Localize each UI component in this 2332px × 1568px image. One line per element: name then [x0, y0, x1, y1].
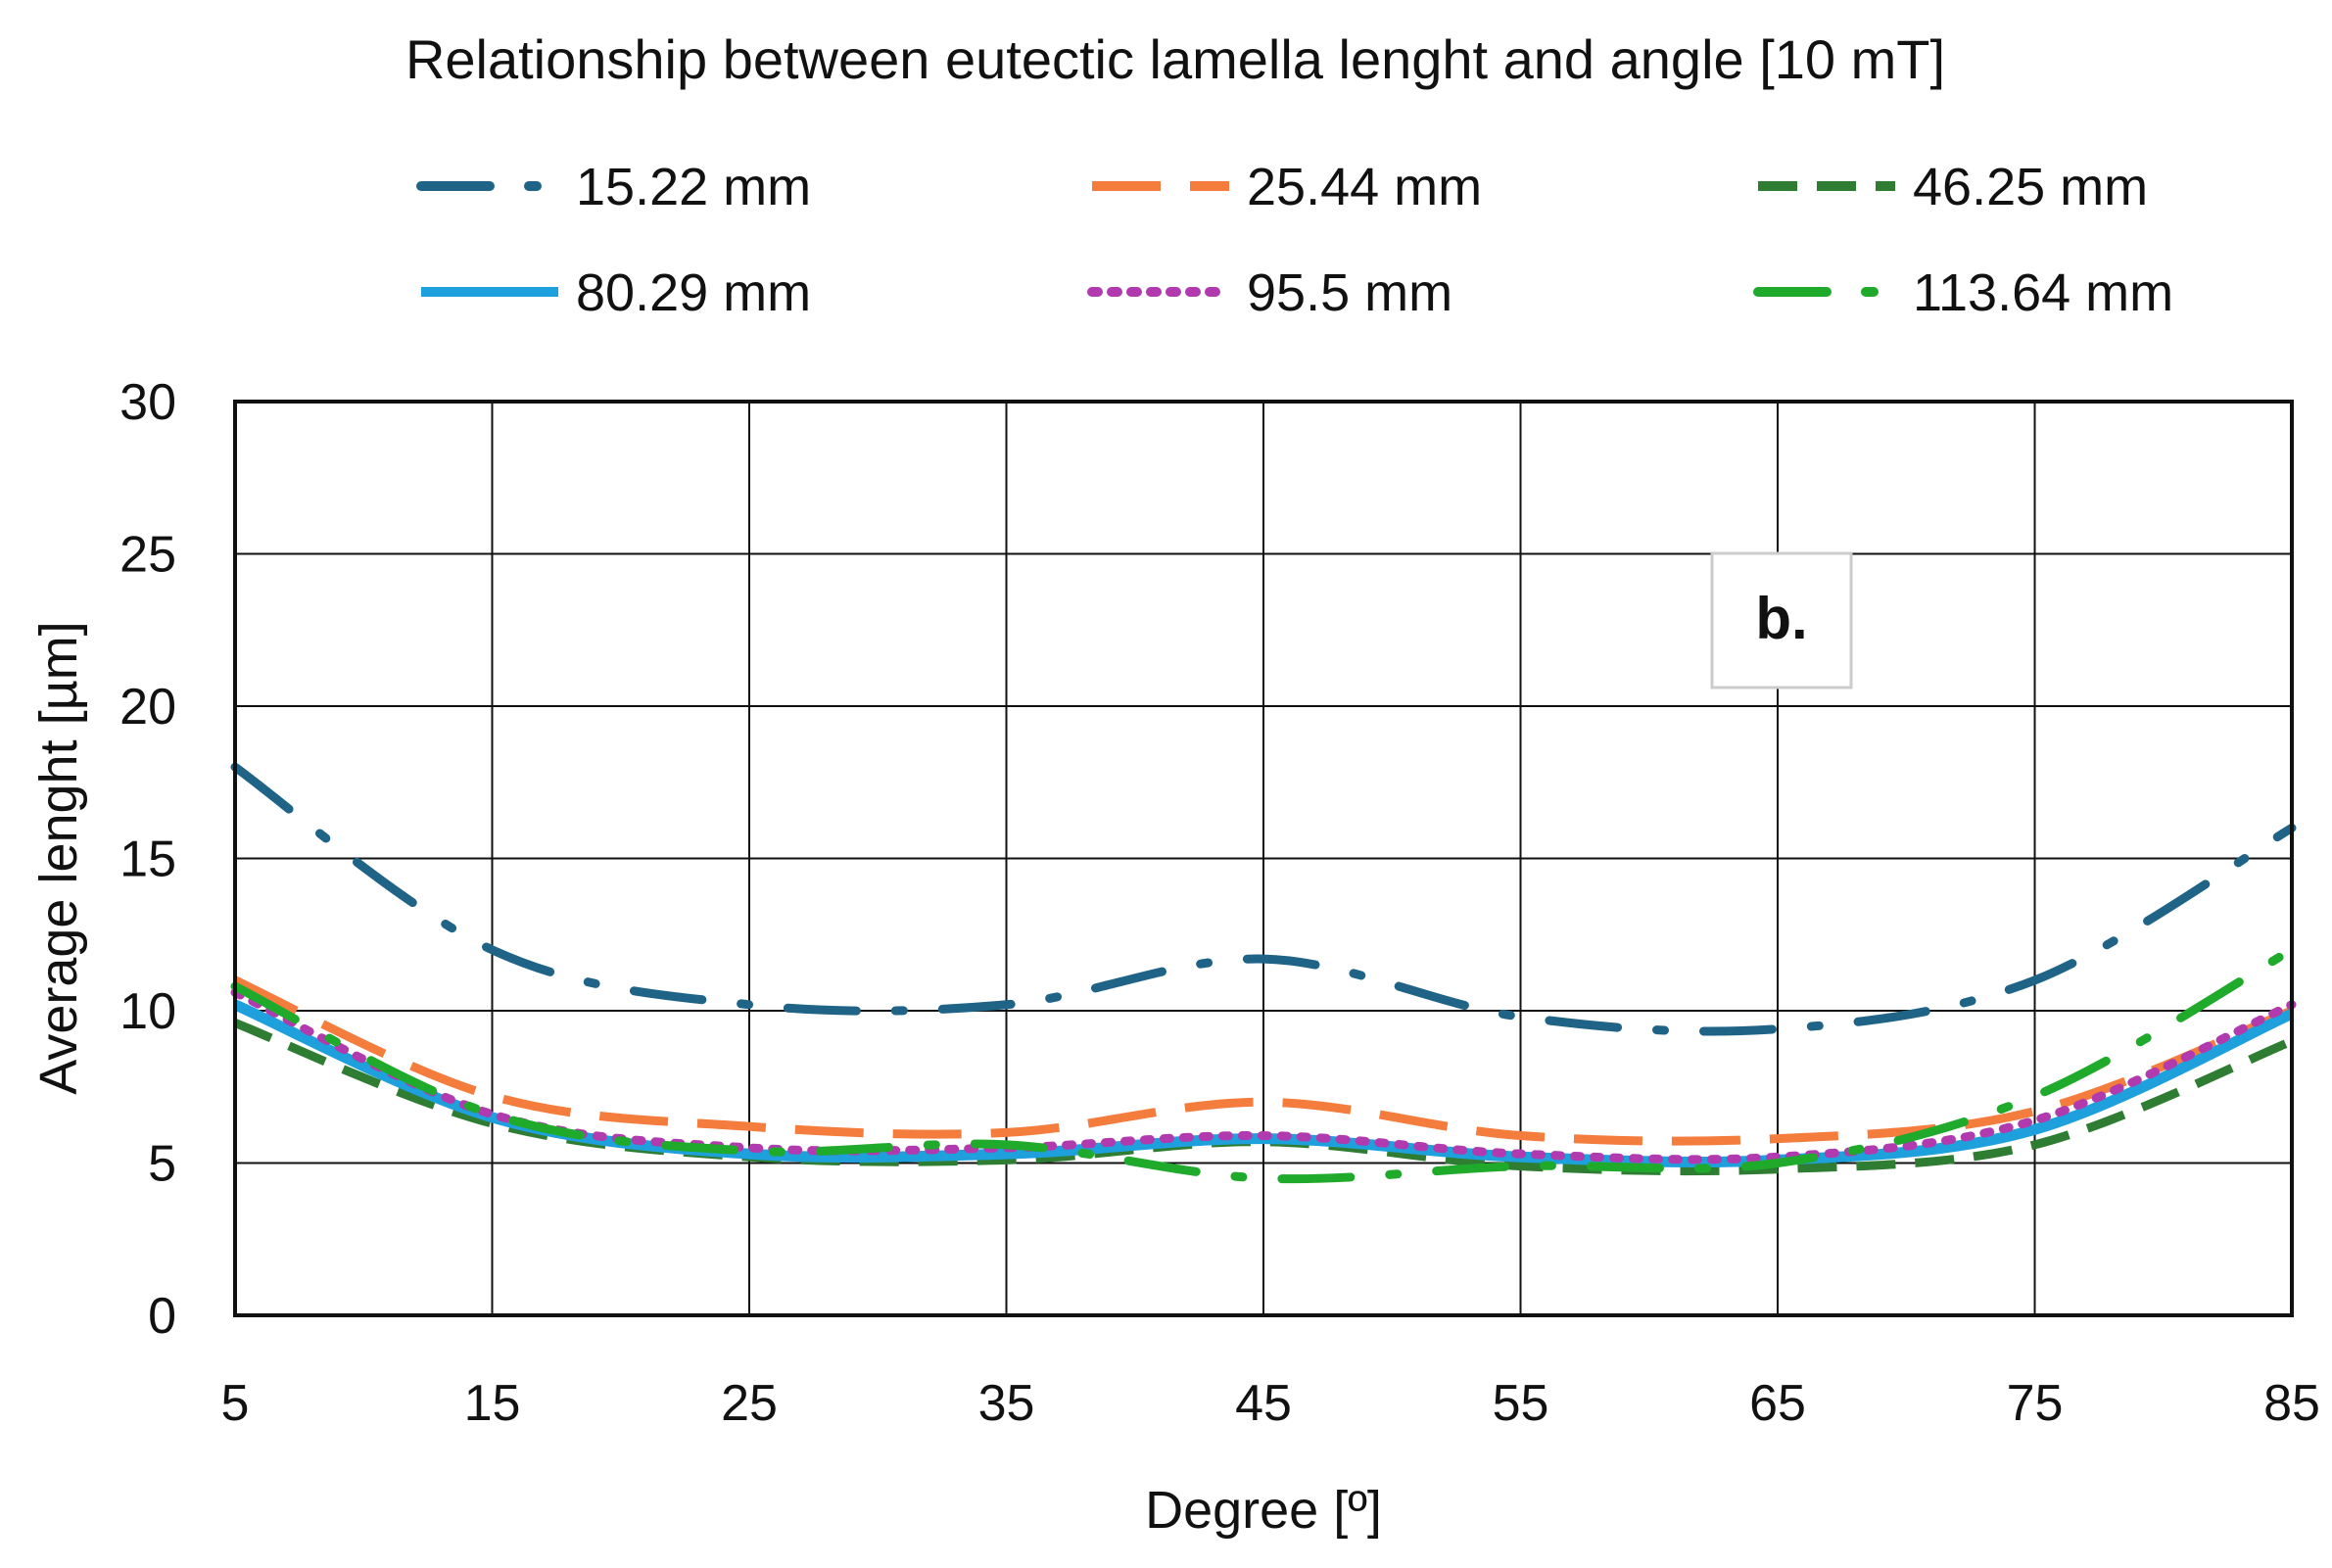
legend-label: 113.64 mm — [1913, 263, 2173, 322]
series-line-113-64-mm — [230, 945, 2297, 1184]
y-axis-ticks: 0 5 10 15 20 25 30 — [119, 374, 176, 1345]
legend-label: 15.22 mm — [576, 158, 811, 216]
y-tick-label: 0 — [148, 1288, 176, 1345]
series-line-25-44-mm — [233, 975, 2294, 1146]
series-group — [230, 762, 2297, 1184]
chart-title: Relationship between eutectic lamella le… — [405, 28, 1945, 90]
legend: 15.22 mm 25.44 mm 46.25 mm 80.29 mm 95.5 mm 1… — [416, 158, 2173, 322]
x-tick-label: 35 — [978, 1375, 1035, 1432]
x-tick-label: 85 — [2263, 1375, 2320, 1432]
x-tick-label: 45 — [1235, 1375, 1292, 1432]
x-axis-ticks: 5 15 25 35 45 55 65 75 85 — [221, 1375, 2320, 1432]
y-tick-label: 10 — [119, 983, 176, 1040]
y-tick-label: 5 — [148, 1136, 176, 1193]
x-tick-label: 55 — [1493, 1375, 1549, 1432]
legend-item: 80.29 mm — [421, 263, 811, 322]
y-tick-label: 30 — [119, 374, 176, 431]
annotation-box: b. — [1710, 551, 1853, 689]
legend-item: 25.44 mm — [1092, 158, 1482, 216]
plot-area-frame — [233, 400, 2294, 1317]
annotation-label: b. — [1755, 586, 1807, 651]
legend-label: 95.5 mm — [1247, 263, 1452, 322]
series-line-15-22-mm — [230, 762, 2297, 1036]
legend-label: 46.25 mm — [1913, 158, 2148, 216]
legend-item: 95.5 mm — [1087, 263, 1452, 322]
legend-label: 80.29 mm — [576, 263, 811, 322]
x-axis-label: Degree [º] — [1145, 1481, 1382, 1540]
y-tick-label: 15 — [119, 832, 176, 888]
x-tick-label: 65 — [1749, 1375, 1806, 1432]
y-axis-label: Average lenght [µm] — [29, 621, 88, 1094]
y-tick-label: 25 — [119, 527, 176, 584]
x-tick-label: 15 — [464, 1375, 521, 1432]
gridlines — [234, 401, 2293, 1316]
legend-item: 46.25 mm — [1758, 158, 2148, 216]
legend-label: 25.44 mm — [1247, 158, 1482, 216]
x-tick-label: 25 — [721, 1375, 778, 1432]
x-tick-label: 5 — [221, 1375, 250, 1432]
legend-item: 15.22 mm — [416, 158, 811, 216]
legend-item: 113.64 mm — [1753, 263, 2173, 322]
y-tick-label: 20 — [119, 679, 176, 736]
x-tick-label: 75 — [2007, 1375, 2064, 1432]
